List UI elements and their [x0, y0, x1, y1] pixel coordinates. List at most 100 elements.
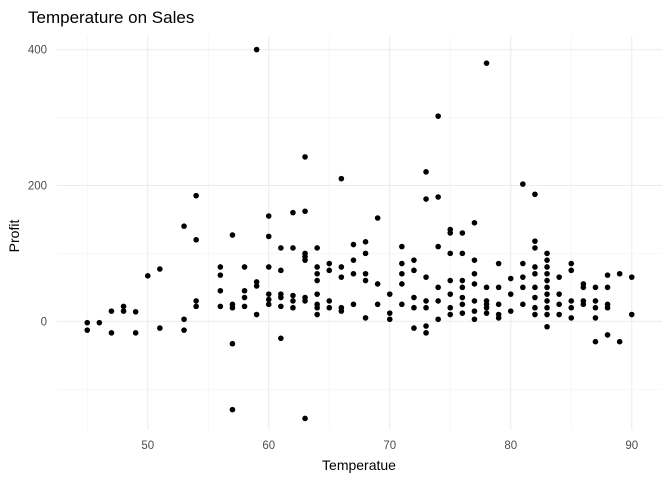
data-point	[544, 298, 550, 304]
data-point	[435, 194, 441, 200]
y-tick-label: 0	[41, 316, 47, 328]
y-axis-title: Profit	[6, 220, 22, 253]
data-point	[459, 310, 466, 316]
data-point	[241, 264, 248, 270]
data-point	[459, 284, 466, 291]
data-point	[302, 154, 308, 160]
data-point	[483, 284, 490, 291]
data-point	[435, 284, 441, 291]
data-point	[471, 270, 478, 277]
data-point	[265, 296, 272, 303]
data-point	[108, 308, 115, 314]
data-point	[447, 250, 454, 257]
data-point	[471, 220, 478, 226]
data-point	[520, 274, 526, 280]
data-point	[435, 243, 441, 250]
data-point	[483, 310, 490, 316]
x-tick-label: 80	[504, 440, 517, 452]
data-point	[132, 330, 139, 336]
data-point	[326, 304, 333, 311]
data-point	[290, 304, 296, 311]
data-point	[568, 298, 575, 304]
data-point	[628, 311, 635, 318]
data-point	[181, 223, 187, 230]
data-point	[217, 264, 224, 270]
data-point	[423, 169, 429, 175]
data-point	[532, 311, 538, 318]
data-point	[326, 267, 333, 274]
data-point	[471, 308, 478, 314]
data-point	[423, 274, 429, 280]
data-point	[556, 291, 562, 297]
data-point	[459, 294, 466, 301]
data-point	[386, 310, 393, 316]
data-point	[326, 298, 333, 304]
data-point	[265, 291, 272, 297]
data-point	[568, 304, 575, 311]
data-point	[193, 298, 199, 304]
data-point	[253, 46, 260, 53]
data-point	[592, 315, 599, 321]
data-point	[314, 264, 320, 270]
data-point	[108, 330, 115, 336]
data-point	[471, 281, 478, 287]
x-tick-label: 70	[383, 440, 396, 452]
data-point	[399, 281, 405, 287]
data-point	[314, 311, 320, 318]
data-point	[423, 196, 429, 202]
data-point	[520, 260, 526, 267]
data-point	[157, 266, 163, 272]
data-point	[181, 316, 187, 323]
data-point	[520, 181, 526, 187]
data-point	[459, 277, 466, 284]
data-point	[532, 270, 538, 277]
data-point	[532, 264, 538, 270]
data-point	[229, 340, 236, 347]
data-point	[157, 325, 163, 331]
data-point	[399, 270, 405, 277]
data-point	[290, 209, 296, 216]
data-point	[423, 298, 429, 304]
data-point	[181, 327, 187, 333]
data-point	[374, 301, 381, 308]
data-point	[265, 264, 272, 270]
data-point	[495, 301, 502, 308]
data-point	[326, 260, 333, 267]
data-point	[447, 304, 454, 311]
data-point	[604, 332, 611, 338]
data-point	[556, 311, 562, 318]
data-point	[229, 232, 236, 238]
data-point	[217, 303, 224, 310]
data-point	[471, 257, 478, 263]
data-point	[362, 315, 369, 321]
data-point	[302, 208, 308, 215]
data-point	[556, 274, 562, 280]
data-point	[507, 291, 514, 297]
data-point	[290, 245, 296, 251]
data-point	[265, 213, 272, 219]
data-point	[338, 308, 345, 314]
data-point	[386, 291, 393, 297]
data-point	[338, 264, 345, 270]
data-point	[423, 304, 429, 311]
data-point	[580, 301, 587, 308]
data-point	[314, 245, 320, 251]
data-point	[278, 303, 284, 310]
data-point	[520, 301, 526, 308]
data-point	[568, 260, 575, 267]
data-point	[435, 298, 441, 304]
data-point	[628, 274, 635, 280]
y-tick-label: 200	[28, 180, 47, 192]
data-point	[338, 274, 345, 280]
data-point	[241, 294, 248, 301]
data-point	[544, 250, 550, 257]
data-point	[520, 284, 526, 291]
chart-title: Temperature on Sales	[28, 8, 194, 27]
data-point	[532, 304, 538, 311]
data-point	[362, 270, 369, 277]
data-point	[411, 304, 417, 311]
data-point	[302, 298, 308, 304]
y-tick-label: 400	[28, 45, 47, 57]
data-point	[314, 291, 320, 297]
data-point	[374, 281, 381, 287]
